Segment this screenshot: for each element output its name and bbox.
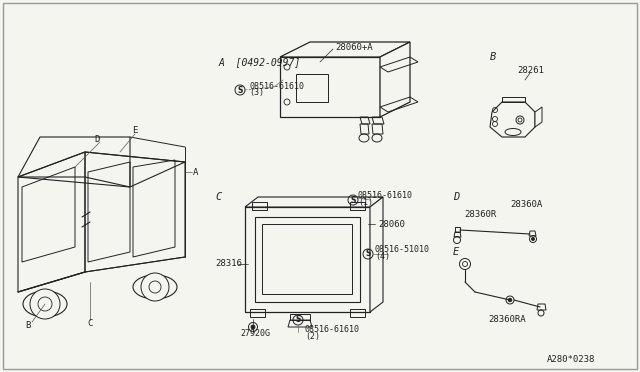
Bar [262, 224, 352, 294]
Text: S: S [350, 196, 356, 205]
Text: A280*0238: A280*0238 [547, 356, 595, 365]
Polygon shape [535, 107, 542, 127]
Text: (2): (2) [305, 331, 320, 340]
Polygon shape [370, 197, 383, 312]
Text: S: S [237, 86, 243, 94]
Bar [280, 57, 380, 117]
Text: (3): (3) [249, 87, 264, 96]
Text: A: A [193, 167, 198, 176]
Text: 08516-61610: 08516-61610 [305, 326, 360, 334]
Polygon shape [245, 207, 370, 312]
Polygon shape [455, 227, 460, 232]
Text: 28060+A: 28060+A [335, 42, 372, 51]
Text: A  [0492-0997]: A [0492-0997] [218, 57, 300, 67]
Text: 28360A: 28360A [510, 199, 542, 208]
Text: S: S [295, 315, 301, 324]
Text: B: B [26, 321, 31, 330]
Circle shape [508, 298, 512, 302]
Text: S: S [365, 250, 371, 259]
Text: B: B [490, 52, 496, 62]
Text: 08516-61610: 08516-61610 [358, 190, 413, 199]
Text: 28060: 28060 [378, 219, 405, 228]
Polygon shape [380, 42, 410, 117]
Text: 28261: 28261 [517, 65, 544, 74]
Circle shape [531, 237, 534, 241]
Polygon shape [280, 42, 410, 57]
Polygon shape [255, 217, 360, 302]
Ellipse shape [23, 291, 67, 317]
Bar [252, 202, 267, 210]
Circle shape [149, 281, 161, 293]
Text: E: E [453, 247, 460, 257]
Bar [350, 309, 365, 317]
Bar [250, 309, 265, 317]
Circle shape [38, 297, 52, 311]
Text: 28360RA: 28360RA [488, 315, 525, 324]
Polygon shape [529, 231, 536, 236]
Text: 28316: 28316 [215, 260, 242, 269]
Polygon shape [245, 197, 383, 207]
Text: D: D [94, 135, 100, 144]
Text: 27920G: 27920G [240, 330, 270, 339]
Circle shape [141, 273, 169, 301]
Bar [296, 74, 328, 102]
Circle shape [251, 325, 255, 329]
Text: 08516-51010: 08516-51010 [375, 246, 430, 254]
Text: (4): (4) [375, 253, 390, 262]
Text: 08516-61610: 08516-61610 [249, 81, 304, 90]
Text: E: E [132, 125, 138, 135]
Bar [350, 202, 365, 210]
Polygon shape [490, 102, 535, 137]
Circle shape [30, 289, 60, 319]
Text: (1): (1) [358, 198, 373, 206]
Text: C: C [87, 320, 93, 328]
Ellipse shape [133, 275, 177, 299]
Text: D: D [453, 192, 460, 202]
Text: C: C [215, 192, 221, 202]
Text: 28360R: 28360R [464, 209, 496, 218]
